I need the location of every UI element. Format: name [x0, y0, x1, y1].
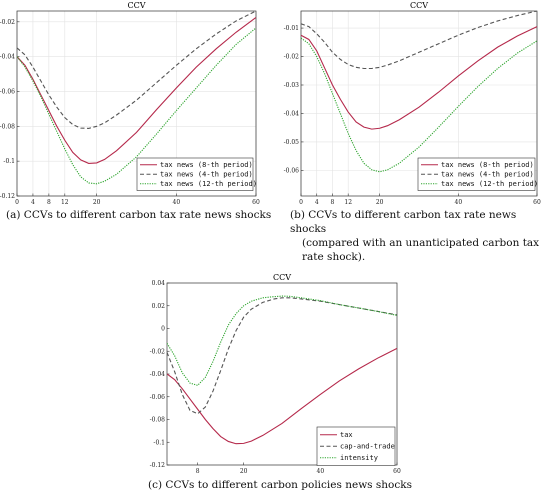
- y-tick-label: -0.03: [284, 82, 300, 89]
- plot-frame: [300, 10, 538, 197]
- caption-b: (b) CCVs to different carbon tax rate ne…: [290, 208, 552, 264]
- y-tick-label: -0.02: [284, 54, 300, 61]
- legend-label: tax news (4-th period): [160, 171, 253, 179]
- x-tick-label: 40: [173, 199, 181, 206]
- x-tick-label: 20: [376, 199, 384, 206]
- x-tick-label: 20: [93, 199, 101, 206]
- y-tick-label: -0.08: [150, 417, 166, 424]
- x-tick-label: 20: [240, 468, 248, 475]
- y-tick-label: -0.12: [150, 462, 166, 469]
- y-tick-label: -0.04: [150, 371, 166, 378]
- x-tick-label: 0: [15, 199, 19, 206]
- y-tick-label: 0.02: [152, 303, 166, 310]
- caption-b-line-1: (b) CCVs to different carbon tax rate ne…: [290, 209, 517, 235]
- x-tick-label: 40: [317, 468, 325, 475]
- panel-a: CCV 0 4 8 12 20 40 60 -0.02 -0.04 -0.06 -0.08 -0.1 -0…: [0, 1, 260, 206]
- series-line-1: [301, 11, 537, 70]
- x-tick-label: 0: [299, 199, 303, 206]
- chart-title: CCV: [410, 1, 428, 10]
- x-tick-label: 40: [455, 199, 463, 206]
- x-tick-label: 4: [315, 199, 319, 206]
- legend-label: tax: [340, 431, 353, 439]
- y-tick-label: 0.04: [152, 280, 166, 287]
- y-tick-label: -0.08: [0, 123, 15, 130]
- x-tick-label: 12: [61, 199, 69, 206]
- legend-label: tax news (12-th period): [160, 180, 257, 188]
- x-tick-label: 60: [533, 199, 541, 206]
- y-tick-label: -0.12: [0, 193, 15, 200]
- series-line-0: [17, 17, 256, 164]
- x-tick-label: 4: [31, 199, 35, 206]
- x-tick-label: 60: [252, 199, 260, 206]
- panel-c: CCV 8 20 40 60 0.04 0.02 0 -0.02 -0.04 -0.06 -0.08 -…: [150, 273, 401, 475]
- legend-label: intensity: [340, 454, 378, 462]
- caption-c: (c) CCVs to different carbon policies ne…: [148, 479, 413, 491]
- caption-a: (a) CCVs to different carbon tax rate ne…: [6, 209, 272, 221]
- y-tick-label: -0.06: [150, 394, 166, 401]
- y-tick-label: -0.06: [0, 88, 15, 95]
- legend-label: tax news (8-th period): [441, 161, 534, 169]
- y-tick-label: -0.02: [0, 19, 15, 26]
- y-tick-label: -0.01: [284, 25, 299, 32]
- y-tick-label: -0.06: [284, 167, 300, 174]
- y-tick-label: -0.1: [3, 158, 15, 165]
- y-tick-label: -0.02: [150, 348, 166, 355]
- legend-label: cap-and-trade: [340, 443, 395, 451]
- chart-title: CCV: [273, 273, 291, 282]
- panel-b: CCV 0 4 8 12 20 40 60 -0.01 -0.02 -0.03 -0.04 -0.05 -…: [284, 1, 541, 206]
- legend-label: tax news (4-th period): [441, 171, 534, 179]
- caption-b-line-2: (compared with an unanticipated carbon t…: [302, 237, 540, 249]
- series-line-0: [167, 347, 397, 445]
- chart-title: CCV: [127, 1, 145, 10]
- y-tick-label: -0.04: [0, 54, 15, 61]
- legend-label: tax news (8-th period): [160, 161, 253, 169]
- y-tick-label: -0.05: [284, 139, 300, 146]
- y-tick-label: -0.04: [284, 110, 300, 117]
- x-tick-label: 8: [196, 468, 200, 475]
- series-line-2: [167, 295, 397, 387]
- x-tick-label: 8: [47, 199, 51, 206]
- series-line-0: [301, 26, 537, 130]
- x-tick-label: 12: [344, 199, 352, 206]
- caption-b-line-3: rate shock).: [302, 251, 366, 263]
- x-tick-label: 8: [331, 199, 335, 206]
- series-line-1: [17, 11, 256, 129]
- y-tick-label: -0.1: [153, 439, 165, 446]
- legend-label: tax news (12-th period): [441, 180, 538, 188]
- series-line-1: [167, 297, 397, 415]
- series-line-2: [301, 37, 537, 173]
- x-tick-label: 60: [393, 468, 401, 475]
- plot-frame: [16, 10, 257, 197]
- y-tick-label: 0: [161, 326, 165, 333]
